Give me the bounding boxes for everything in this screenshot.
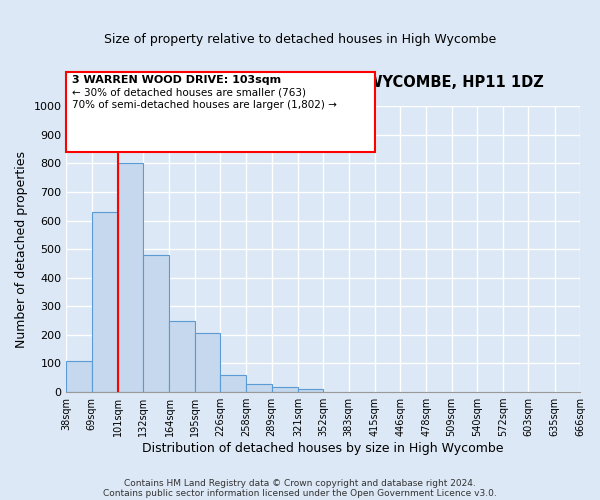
Text: Size of property relative to detached houses in High Wycombe: Size of property relative to detached ho…	[104, 32, 496, 46]
Bar	[272, 387, 298, 392]
Text: ← 30% of detached houses are smaller (763): ← 30% of detached houses are smaller (76…	[71, 88, 305, 98]
Bar	[195, 334, 220, 392]
Text: 3 WARREN WOOD DRIVE: 103sqm: 3 WARREN WOOD DRIVE: 103sqm	[71, 75, 281, 85]
X-axis label: Distribution of detached houses by size in High Wycombe: Distribution of detached houses by size …	[142, 442, 504, 455]
Bar	[67, 360, 92, 392]
Bar	[169, 320, 195, 392]
Title: 3, WARREN WOOD DRIVE, HIGH WYCOMBE, HP11 1DZ: 3, WARREN WOOD DRIVE, HIGH WYCOMBE, HP11…	[103, 75, 544, 90]
FancyBboxPatch shape	[67, 72, 375, 152]
Bar	[298, 389, 323, 392]
Text: 70% of semi-detached houses are larger (1,802) →: 70% of semi-detached houses are larger (…	[71, 100, 337, 110]
Bar	[92, 212, 118, 392]
Bar	[143, 255, 169, 392]
Bar	[118, 164, 143, 392]
Bar	[247, 384, 272, 392]
Text: Contains public sector information licensed under the Open Government Licence v3: Contains public sector information licen…	[103, 488, 497, 498]
Bar	[220, 375, 247, 392]
Text: Contains HM Land Registry data © Crown copyright and database right 2024.: Contains HM Land Registry data © Crown c…	[124, 478, 476, 488]
Y-axis label: Number of detached properties: Number of detached properties	[15, 150, 28, 348]
